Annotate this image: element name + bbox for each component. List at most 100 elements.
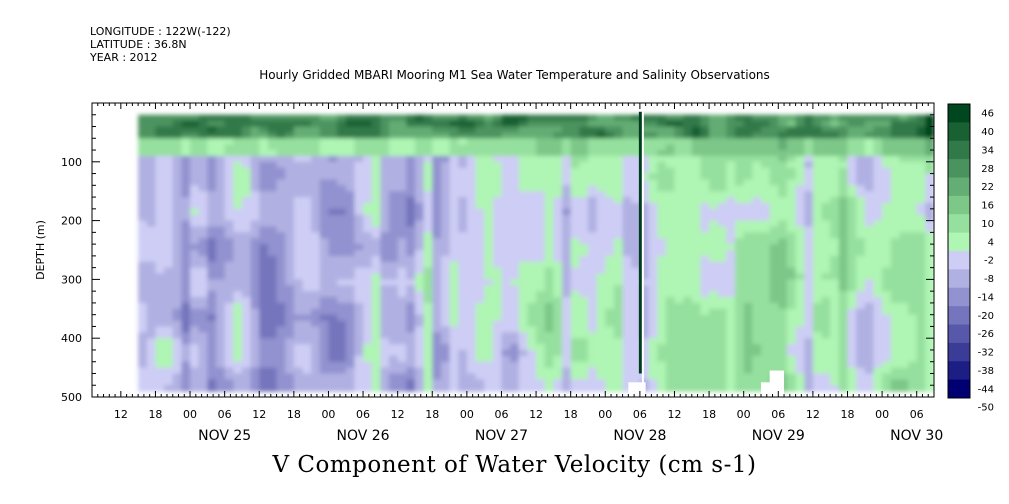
field-cell [267, 344, 278, 351]
field-cell [562, 226, 572, 233]
field-cell [440, 226, 451, 233]
field-cell [414, 302, 425, 310]
field-cell [838, 344, 849, 351]
field-cell [587, 285, 598, 292]
field-cell [285, 197, 295, 204]
field-cell [613, 367, 624, 375]
field-cell [389, 126, 399, 133]
field-cell [882, 261, 892, 269]
field-cell [544, 297, 554, 304]
field-cell [172, 349, 182, 357]
field-cell [847, 302, 857, 310]
field-cell [259, 255, 269, 263]
field-cell [328, 214, 338, 222]
field-cell [631, 150, 641, 157]
field-cell [812, 214, 823, 222]
field-cell [267, 132, 278, 139]
field-cell [622, 214, 632, 222]
field-cell [233, 191, 243, 198]
field-cell [423, 314, 433, 322]
field-cell [778, 238, 788, 245]
field-cell [510, 138, 520, 145]
field-cell [172, 138, 182, 145]
field-cell [553, 291, 563, 298]
field-cell [639, 267, 650, 275]
field-cell [769, 349, 779, 357]
field-cell [267, 150, 278, 157]
field-cell [241, 185, 252, 192]
field-cell [501, 273, 511, 280]
field-cell [674, 173, 684, 181]
field-cell [657, 185, 667, 192]
field-cell [492, 291, 503, 298]
field-cell [423, 385, 433, 392]
field-cell [354, 326, 364, 333]
field-cell [190, 326, 200, 333]
field-cell [536, 261, 546, 269]
field-cell [328, 285, 338, 292]
field-cell [795, 179, 805, 186]
field-cell [622, 185, 632, 192]
field-cell [579, 238, 589, 245]
field-cell [691, 267, 702, 275]
field-cell [700, 126, 710, 133]
field-cell [389, 161, 399, 169]
field-cell [631, 367, 641, 375]
field-cell [596, 355, 606, 363]
field-cell [207, 214, 217, 222]
field-cell [553, 155, 563, 163]
field-cell [319, 208, 330, 216]
field-cell [830, 244, 840, 251]
field-cell [492, 385, 503, 392]
field-cell [371, 379, 381, 386]
field-cell [345, 332, 355, 339]
field-cell [172, 261, 182, 269]
field-cell [605, 332, 615, 339]
field-cell [414, 226, 425, 233]
field-cell [821, 273, 831, 280]
field-cell [380, 267, 390, 275]
field-cell [890, 226, 900, 233]
field-cell [440, 355, 451, 363]
field-cell [293, 226, 304, 233]
field-cell [760, 320, 771, 328]
field-cell [492, 267, 503, 275]
field-cell [873, 126, 883, 133]
field-cell [319, 226, 330, 233]
field-cell [423, 238, 433, 245]
field-cell [138, 344, 148, 351]
field-cell [345, 261, 355, 269]
field-cell [475, 132, 485, 139]
field-cell [380, 291, 390, 298]
field-cell [553, 220, 563, 228]
field-cell [631, 320, 641, 328]
field-cell [397, 150, 407, 157]
field-cell [613, 338, 624, 345]
field-cell [510, 349, 520, 357]
field-cell [293, 332, 304, 339]
field-cell [466, 291, 477, 298]
field-cell [250, 208, 260, 216]
field-cell [190, 202, 200, 210]
field-cell [622, 379, 632, 386]
field-cell [856, 144, 866, 151]
field-cell [250, 185, 260, 192]
field-cell [475, 355, 485, 363]
field-cell [665, 349, 676, 357]
field-cell [466, 297, 477, 304]
field-cell [414, 373, 425, 380]
field-cell [605, 202, 615, 210]
field-cell [440, 285, 451, 292]
x-date-label: NOV 26 [337, 428, 390, 444]
field-cell [414, 261, 425, 269]
field-cell [890, 238, 900, 245]
field-cell [830, 197, 840, 204]
field-cell [181, 173, 191, 181]
field-cell [769, 138, 779, 145]
field-cell [527, 338, 537, 345]
field-cell [518, 202, 529, 210]
field-cell [397, 308, 407, 316]
field-cell [440, 255, 451, 263]
field-cell [458, 161, 468, 169]
field-cell [856, 173, 866, 181]
